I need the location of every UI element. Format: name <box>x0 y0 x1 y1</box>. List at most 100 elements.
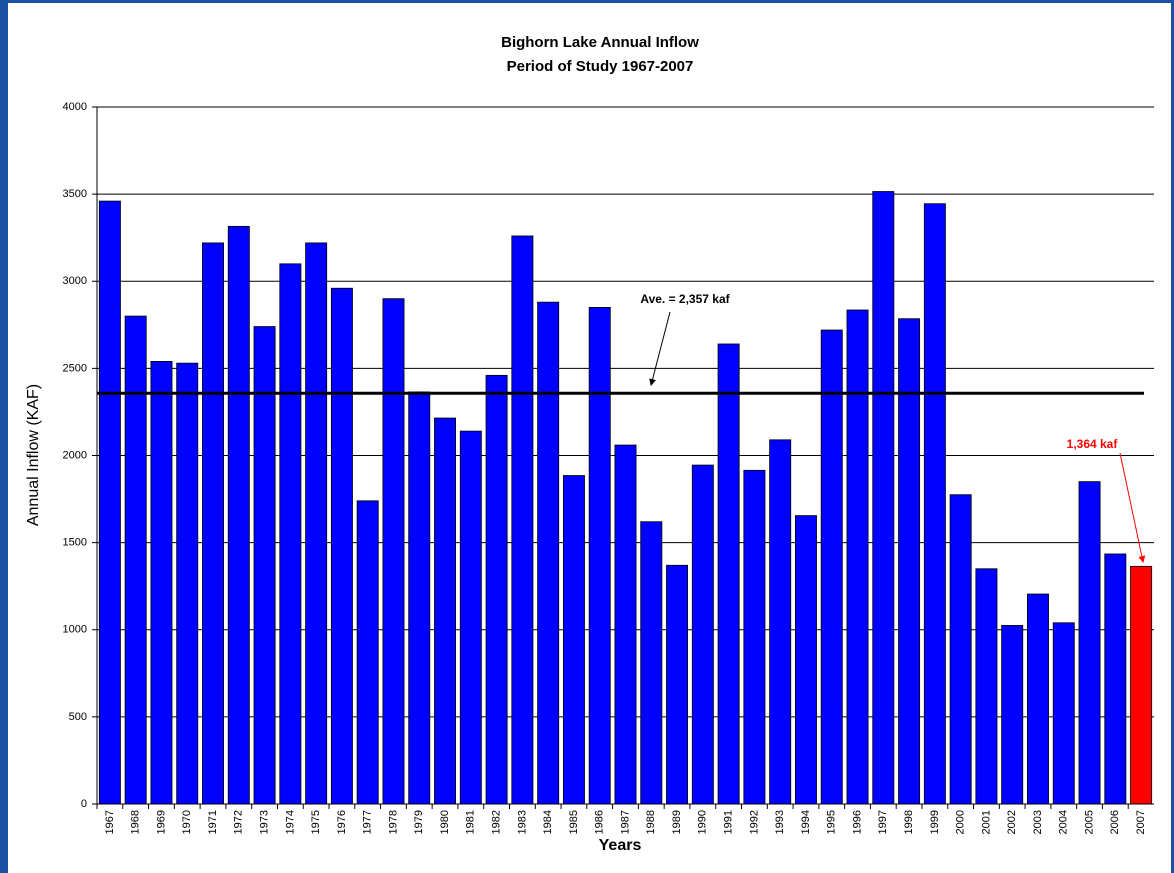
bar <box>1001 624 1024 805</box>
y-tick-label: 500 <box>69 711 87 723</box>
x-tick-label: 1983 <box>516 810 528 834</box>
bar <box>898 318 921 805</box>
bar <box>846 309 869 805</box>
bar <box>717 343 740 805</box>
bar <box>1078 481 1101 805</box>
bar <box>1027 593 1049 805</box>
x-tick-label: 1973 <box>258 810 270 834</box>
x-tick-label: 1977 <box>362 810 374 834</box>
y-tick-label: 0 <box>81 798 87 810</box>
bar <box>279 263 302 805</box>
x-tick-label: 1970 <box>181 810 193 834</box>
x-tick-label: 1972 <box>233 810 245 834</box>
x-axis-label: Years <box>599 837 642 854</box>
bar <box>769 439 792 805</box>
x-tick-label: 1989 <box>671 810 683 834</box>
x-tick-label: 1971 <box>207 810 219 834</box>
y-axis-label: Annual Inflow (KAF) <box>25 384 42 526</box>
y-tick-label: 1500 <box>63 537 87 549</box>
y-tick-label: 2500 <box>63 362 87 374</box>
bar <box>614 444 637 805</box>
x-tick-label: 1984 <box>542 810 554 834</box>
bar <box>253 326 276 805</box>
x-tick-label: 2003 <box>1032 810 1044 834</box>
bar <box>588 306 611 805</box>
x-tick-label: 1999 <box>929 810 941 834</box>
bar <box>872 191 895 805</box>
bar <box>1130 565 1153 805</box>
bar <box>820 329 843 805</box>
x-tick-label: 1974 <box>284 810 296 834</box>
x-tick-label: 1975 <box>310 810 322 834</box>
x-tick-label: 1997 <box>877 810 889 834</box>
bar <box>382 298 405 805</box>
bar <box>305 242 328 805</box>
bar <box>949 494 972 805</box>
highlight-label: 1,364 kaf <box>1067 437 1119 451</box>
average-arrow <box>649 311 671 386</box>
bar <box>1052 622 1075 805</box>
x-tick-label: 1982 <box>491 810 503 834</box>
x-tick-label: 1968 <box>130 810 142 834</box>
y-tick-label: 1000 <box>63 624 87 636</box>
x-tick-label: 2000 <box>955 810 967 834</box>
y-tick-label: 3000 <box>63 275 87 287</box>
x-tick-label: 2005 <box>1083 810 1095 834</box>
bar <box>640 521 663 805</box>
y-tick-label: 4000 <box>63 101 87 113</box>
x-tick-label: 1992 <box>748 810 760 834</box>
bar <box>1104 553 1127 805</box>
highlight-arrow <box>1119 452 1146 564</box>
x-tick-label: 2004 <box>1058 810 1070 834</box>
bar <box>176 362 199 805</box>
bar <box>511 235 534 805</box>
bar <box>666 564 689 805</box>
x-tick-label: 1978 <box>387 810 399 834</box>
x-tick-label: 1986 <box>594 810 606 834</box>
bar <box>330 287 353 805</box>
x-tick-label: 1991 <box>723 810 735 834</box>
bar <box>975 568 998 805</box>
bar <box>923 203 946 805</box>
bar <box>356 500 379 805</box>
x-tick-label: 2001 <box>980 810 992 834</box>
bar <box>794 515 817 805</box>
x-tick-label: 1995 <box>826 810 838 834</box>
x-tick-label: 1994 <box>800 810 812 834</box>
bar <box>124 315 147 805</box>
bar <box>537 301 560 805</box>
x-tick-label: 1976 <box>336 810 348 834</box>
x-tick-label: 2006 <box>1109 810 1121 834</box>
y-tick-label: 3500 <box>63 188 87 200</box>
bar <box>202 242 224 805</box>
y-tick-label: 2000 <box>63 449 87 461</box>
bar <box>743 469 766 805</box>
chart-title: Bighorn Lake Annual Inflow <box>501 34 699 51</box>
bar <box>150 361 173 805</box>
x-tick-label: 1985 <box>568 810 580 834</box>
x-tick-label: 1967 <box>104 810 116 834</box>
bar <box>227 225 250 805</box>
x-tick-label: 2007 <box>1135 810 1147 834</box>
x-tick-label: 1987 <box>619 810 631 834</box>
bar <box>98 200 121 805</box>
x-tick-label: 1980 <box>439 810 451 834</box>
x-tick-label: 1979 <box>413 810 425 834</box>
average-label: Ave. = 2,357 kaf <box>640 292 730 306</box>
x-tick-label: 1990 <box>697 810 709 834</box>
bar <box>485 374 508 805</box>
x-tick-label: 1996 <box>851 810 863 834</box>
x-tick-label: 1998 <box>903 810 915 834</box>
x-tick-label: 1993 <box>774 810 786 834</box>
x-tick-label: 1969 <box>155 810 167 834</box>
bar <box>691 464 714 805</box>
x-tick-label: 2002 <box>1006 810 1018 834</box>
bar <box>408 391 431 805</box>
chart-subtitle: Period of Study 1967-2007 <box>507 58 694 75</box>
x-tick-label: 1988 <box>645 810 657 834</box>
bar <box>459 430 482 805</box>
x-tick-label: 1981 <box>465 810 477 834</box>
bar <box>562 475 585 805</box>
